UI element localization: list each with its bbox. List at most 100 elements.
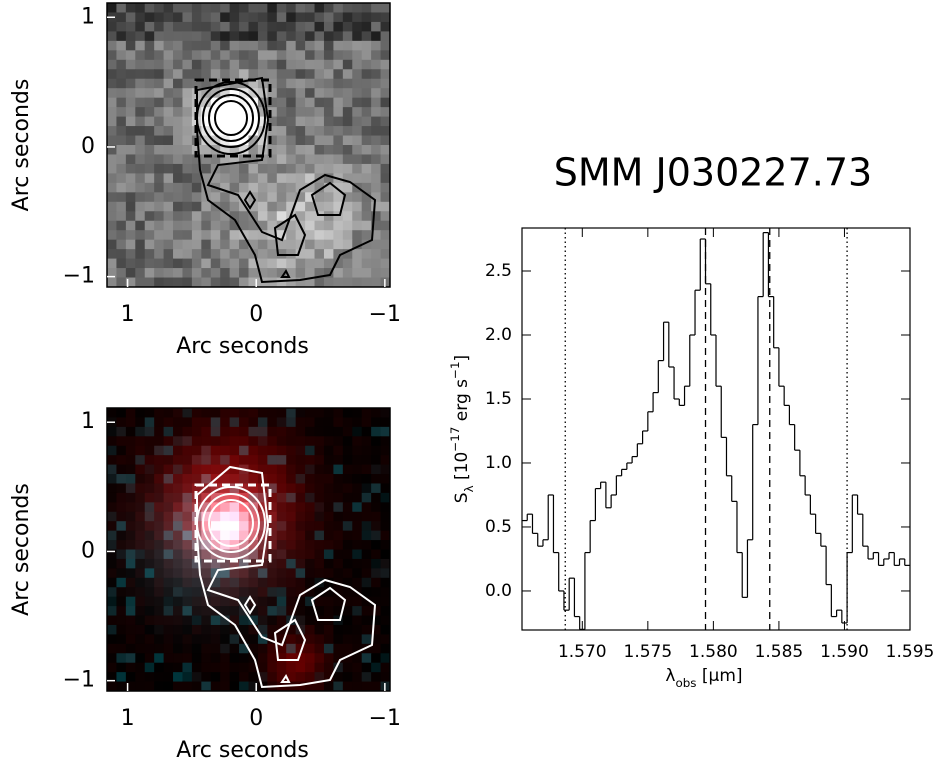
image-pixel: [220, 672, 231, 683]
image-pixel: [257, 230, 268, 241]
image-pixel: [333, 88, 344, 99]
image-pixel: [380, 107, 390, 118]
image-pixel: [182, 78, 193, 89]
image-pixel: [380, 643, 390, 654]
image-pixel: [182, 268, 193, 279]
image-pixel: [342, 21, 353, 32]
x-tick-label: 1.580: [689, 642, 738, 662]
image-pixel: [276, 455, 287, 466]
image-pixel: [361, 88, 372, 99]
image-pixel: [361, 502, 372, 513]
image-pixel: [371, 615, 382, 626]
image-pixel: [135, 50, 146, 61]
image-pixel: [154, 173, 165, 184]
image-pixel: [342, 107, 353, 118]
image-pixel: [229, 258, 240, 269]
image-pixel: [371, 540, 382, 551]
image-pixel: [267, 12, 278, 23]
image-pixel: [267, 249, 278, 260]
image-pixel: [125, 78, 136, 89]
image-pixel: [107, 154, 118, 165]
image-pixel: [201, 31, 212, 42]
image-pixel: [135, 662, 146, 673]
image-pixel: [116, 201, 127, 212]
image-pixel: [107, 426, 118, 437]
image-pixel: [107, 97, 118, 108]
image-pixel: [163, 577, 174, 588]
image-pixel: [125, 483, 136, 494]
image-pixel: [239, 21, 250, 32]
image-pixel: [135, 521, 146, 532]
image-pixel: [342, 145, 353, 156]
image-pixel: [182, 220, 193, 231]
image-pixel: [295, 192, 306, 203]
image-pixel: [323, 577, 334, 588]
image-pixel: [248, 220, 259, 231]
image-pixel: [248, 624, 259, 635]
image-pixel: [267, 145, 278, 156]
image-pixel: [239, 277, 250, 287]
image-pixel: [305, 258, 316, 269]
image-pixel: [333, 606, 344, 617]
image-pixel: [125, 643, 136, 654]
image-pixel: [107, 530, 118, 541]
image-pixel: [323, 173, 334, 184]
image-pixel: [116, 417, 127, 428]
axis-label-part: [μm]: [697, 666, 743, 686]
image-pixel: [286, 558, 297, 569]
image-pixel: [210, 681, 221, 691]
image-pixel: [144, 192, 155, 203]
image-pixel: [276, 615, 287, 626]
image-pixel: [229, 40, 240, 51]
image-pixel: [116, 154, 127, 165]
image-pixel: [182, 445, 193, 456]
image-pixel: [182, 277, 193, 287]
image-pixel: [220, 549, 231, 560]
image-pixel: [314, 587, 325, 598]
image-pixel: [182, 258, 193, 269]
image-pixel: [173, 211, 184, 222]
image-pixel: [342, 483, 353, 494]
image-pixel: [144, 173, 155, 184]
image-pixel: [125, 192, 136, 203]
image-pixel: [361, 426, 372, 437]
image-pixel: [191, 249, 202, 260]
image-pixel: [371, 445, 382, 456]
image-pixel: [191, 258, 202, 269]
image-pixel: [257, 492, 268, 503]
image-pixel: [323, 116, 334, 127]
image-pixel: [286, 59, 297, 70]
image-pixel: [116, 173, 127, 184]
image-pixel: [107, 474, 118, 485]
image-pixel: [380, 116, 390, 127]
image-pixel: [210, 530, 221, 541]
image-pixel: [210, 624, 221, 635]
image-pixel: [352, 530, 363, 541]
image-pixel: [352, 107, 363, 118]
image-pixel: [144, 464, 155, 475]
image-pixel: [135, 182, 146, 193]
image-pixel: [371, 672, 382, 683]
image-pixel: [305, 417, 316, 428]
image-pixel: [380, 40, 390, 51]
image-pixel: [352, 426, 363, 437]
image-pixel: [107, 408, 118, 419]
image-pixel: [173, 145, 184, 156]
image-pixel: [191, 59, 202, 70]
image-pixel: [314, 464, 325, 475]
image-pixel: [191, 192, 202, 203]
image-pixel: [323, 653, 334, 664]
image-pixel: [361, 436, 372, 447]
image-pixel: [154, 78, 165, 89]
image-pixel: [371, 154, 382, 165]
image-pixel: [116, 126, 127, 137]
image-pixel: [210, 78, 221, 89]
image-pixel: [201, 511, 212, 522]
image-pixel: [144, 587, 155, 598]
image-pixel: [229, 464, 240, 475]
image-pixel: [144, 88, 155, 99]
image-pixel: [333, 239, 344, 250]
image-pixel: [116, 615, 127, 626]
image-pixel: [201, 474, 212, 485]
image-pixel: [125, 182, 136, 193]
